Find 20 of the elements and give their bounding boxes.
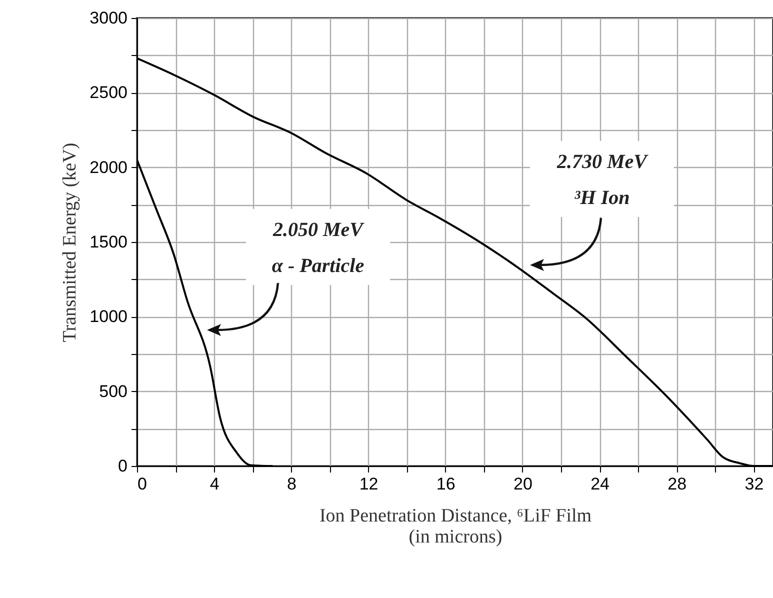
x-tick-label: 24 [590,474,610,494]
y-tick-label: 2000 [90,158,128,177]
y-tick-label: 2500 [90,83,128,102]
y-axis-title: Transmitted Energy (keV) [60,142,81,342]
x-tick-label: 16 [436,474,456,494]
x-tick-label: 28 [668,474,687,494]
y-tick-label: 0 [118,456,128,476]
y-tick-label: 1000 [90,307,128,326]
x-tick-label: 4 [210,474,220,494]
x-tick-label: 8 [286,474,296,494]
x-tick-label: 20 [513,474,532,494]
x-tick-label: 12 [359,474,378,494]
y-tick-label: 500 [99,382,128,401]
annotation: 2.730 MeV ³H Ion [556,151,649,209]
x-tick-label: 0 [138,474,147,494]
x-axis-title: Ion Penetration Distance, ⁶LiF Film (in microns) [319,506,592,548]
annotation: 2.050 MeV α - Particle [272,219,365,277]
y-tick-label: 3000 [90,8,128,28]
x-tick-label: 32 [744,474,764,494]
y-tick-label: 1500 [90,232,128,252]
